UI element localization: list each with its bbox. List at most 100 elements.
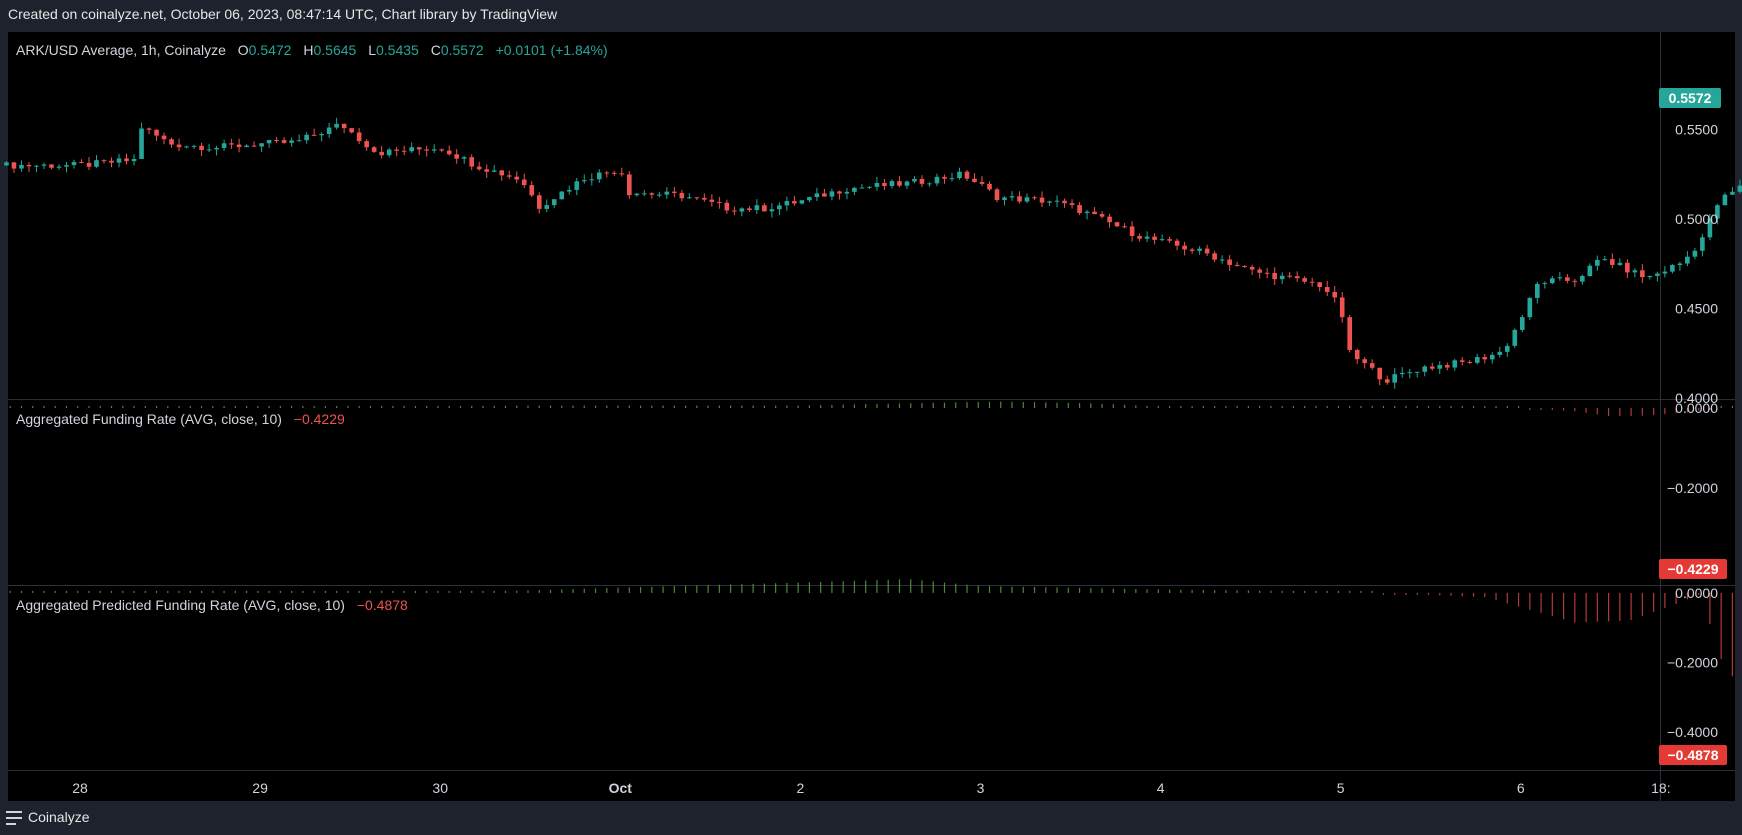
predicted-funding-rate-bars	[9, 579, 1734, 677]
menu-icon[interactable]	[6, 811, 22, 825]
candle-body	[799, 200, 805, 204]
candle-body	[319, 133, 324, 136]
candle-body	[852, 187, 857, 192]
candle-body	[131, 158, 137, 162]
candle-body	[904, 181, 910, 186]
candle-body	[431, 149, 437, 151]
candle-body	[822, 193, 827, 197]
pane-separators	[8, 32, 1735, 801]
candle-body	[1610, 259, 1615, 266]
candle-body	[461, 157, 467, 159]
candle-body	[266, 139, 272, 144]
candle-body	[1197, 248, 1202, 251]
y-tick-label: 0.5500	[1675, 122, 1718, 138]
candle-body	[1580, 276, 1585, 282]
candle-body	[1189, 249, 1195, 251]
candle-body	[919, 178, 925, 184]
candle-body	[1159, 239, 1165, 241]
candle-body	[296, 140, 302, 142]
predicted-legend: Aggregated Predicted Funding Rate (AVG, …	[16, 597, 408, 613]
candle-body	[199, 145, 204, 150]
candle-body	[1084, 211, 1090, 214]
candle-body	[604, 172, 610, 174]
candle-body	[154, 129, 159, 136]
candle-body	[777, 205, 782, 210]
x-tick-label: 18:	[1651, 780, 1670, 796]
candle-body	[1512, 329, 1518, 346]
candle-body	[1535, 283, 1540, 298]
candle-body	[86, 162, 92, 167]
candle-body	[41, 164, 47, 166]
candle-body	[912, 178, 917, 182]
candle-body	[1602, 259, 1608, 261]
candle-body	[1182, 245, 1187, 250]
candle-body	[837, 191, 842, 194]
candle-body	[1407, 372, 1413, 374]
candle-body	[1572, 280, 1578, 282]
low-value: 0.5435	[376, 42, 419, 58]
candle-body	[394, 149, 399, 151]
candle-body	[1039, 197, 1045, 203]
candle-body	[1640, 270, 1645, 278]
candle-body	[964, 171, 970, 179]
candle-body	[664, 191, 670, 195]
candle-body	[1625, 262, 1630, 273]
chart-area[interactable]	[8, 32, 1735, 801]
candle-body	[236, 144, 242, 148]
candle-body	[672, 191, 677, 193]
candle-body	[1129, 226, 1135, 236]
candle-body	[1489, 354, 1495, 360]
y-tick-label: 0.5000	[1675, 211, 1718, 227]
candle-body	[116, 158, 122, 163]
candle-body	[927, 183, 932, 185]
candle-body	[499, 170, 505, 176]
funding-legend: Aggregated Funding Rate (AVG, close, 10)…	[16, 411, 345, 427]
candle-body	[1264, 272, 1270, 274]
candle-body	[1700, 237, 1705, 251]
candle-body	[476, 166, 482, 170]
candle-body	[987, 183, 992, 190]
candle-body	[1279, 275, 1285, 280]
candle-body	[1024, 197, 1030, 202]
candle-body	[34, 165, 39, 167]
candle-body	[349, 128, 354, 133]
candle-body	[1257, 269, 1262, 273]
candle-body	[1504, 345, 1510, 352]
candle-body	[1054, 200, 1060, 202]
candle-body	[1032, 197, 1037, 199]
candle-body	[1692, 250, 1698, 257]
candle-body	[1617, 262, 1623, 266]
candle-body	[1647, 275, 1653, 278]
candle-body	[679, 192, 685, 199]
candle-body	[1317, 282, 1322, 288]
y-tick-label: 0.0000	[1675, 400, 1718, 416]
candle-body	[1595, 259, 1600, 266]
funding-title: Aggregated Funding Rate (AVG, close, 10)	[16, 411, 282, 427]
candle-body	[161, 135, 167, 140]
candle-body	[792, 201, 797, 204]
candle-body	[1092, 211, 1097, 215]
candle-body	[596, 172, 602, 180]
candle-body	[649, 193, 655, 195]
candle-body	[1437, 365, 1443, 369]
funding-last-value: −0.4229	[1668, 561, 1719, 577]
candle-body	[559, 191, 565, 200]
candle-body	[754, 205, 760, 211]
candle-body	[439, 149, 445, 151]
candle-body	[1722, 194, 1728, 206]
candle-body	[1685, 256, 1690, 264]
candle-body	[274, 139, 279, 141]
candle-body	[972, 178, 977, 182]
high-label: H	[303, 42, 313, 58]
candle-body	[56, 166, 62, 168]
candle-body	[19, 164, 24, 169]
candle-body	[289, 140, 294, 143]
candle-body	[206, 149, 212, 151]
candle-body	[64, 165, 69, 167]
candle-body	[484, 169, 490, 172]
candle-body	[709, 199, 715, 202]
x-tick-label: Oct	[609, 780, 633, 796]
candle-body	[844, 191, 850, 194]
y-tick-label: 0.4500	[1675, 301, 1718, 317]
